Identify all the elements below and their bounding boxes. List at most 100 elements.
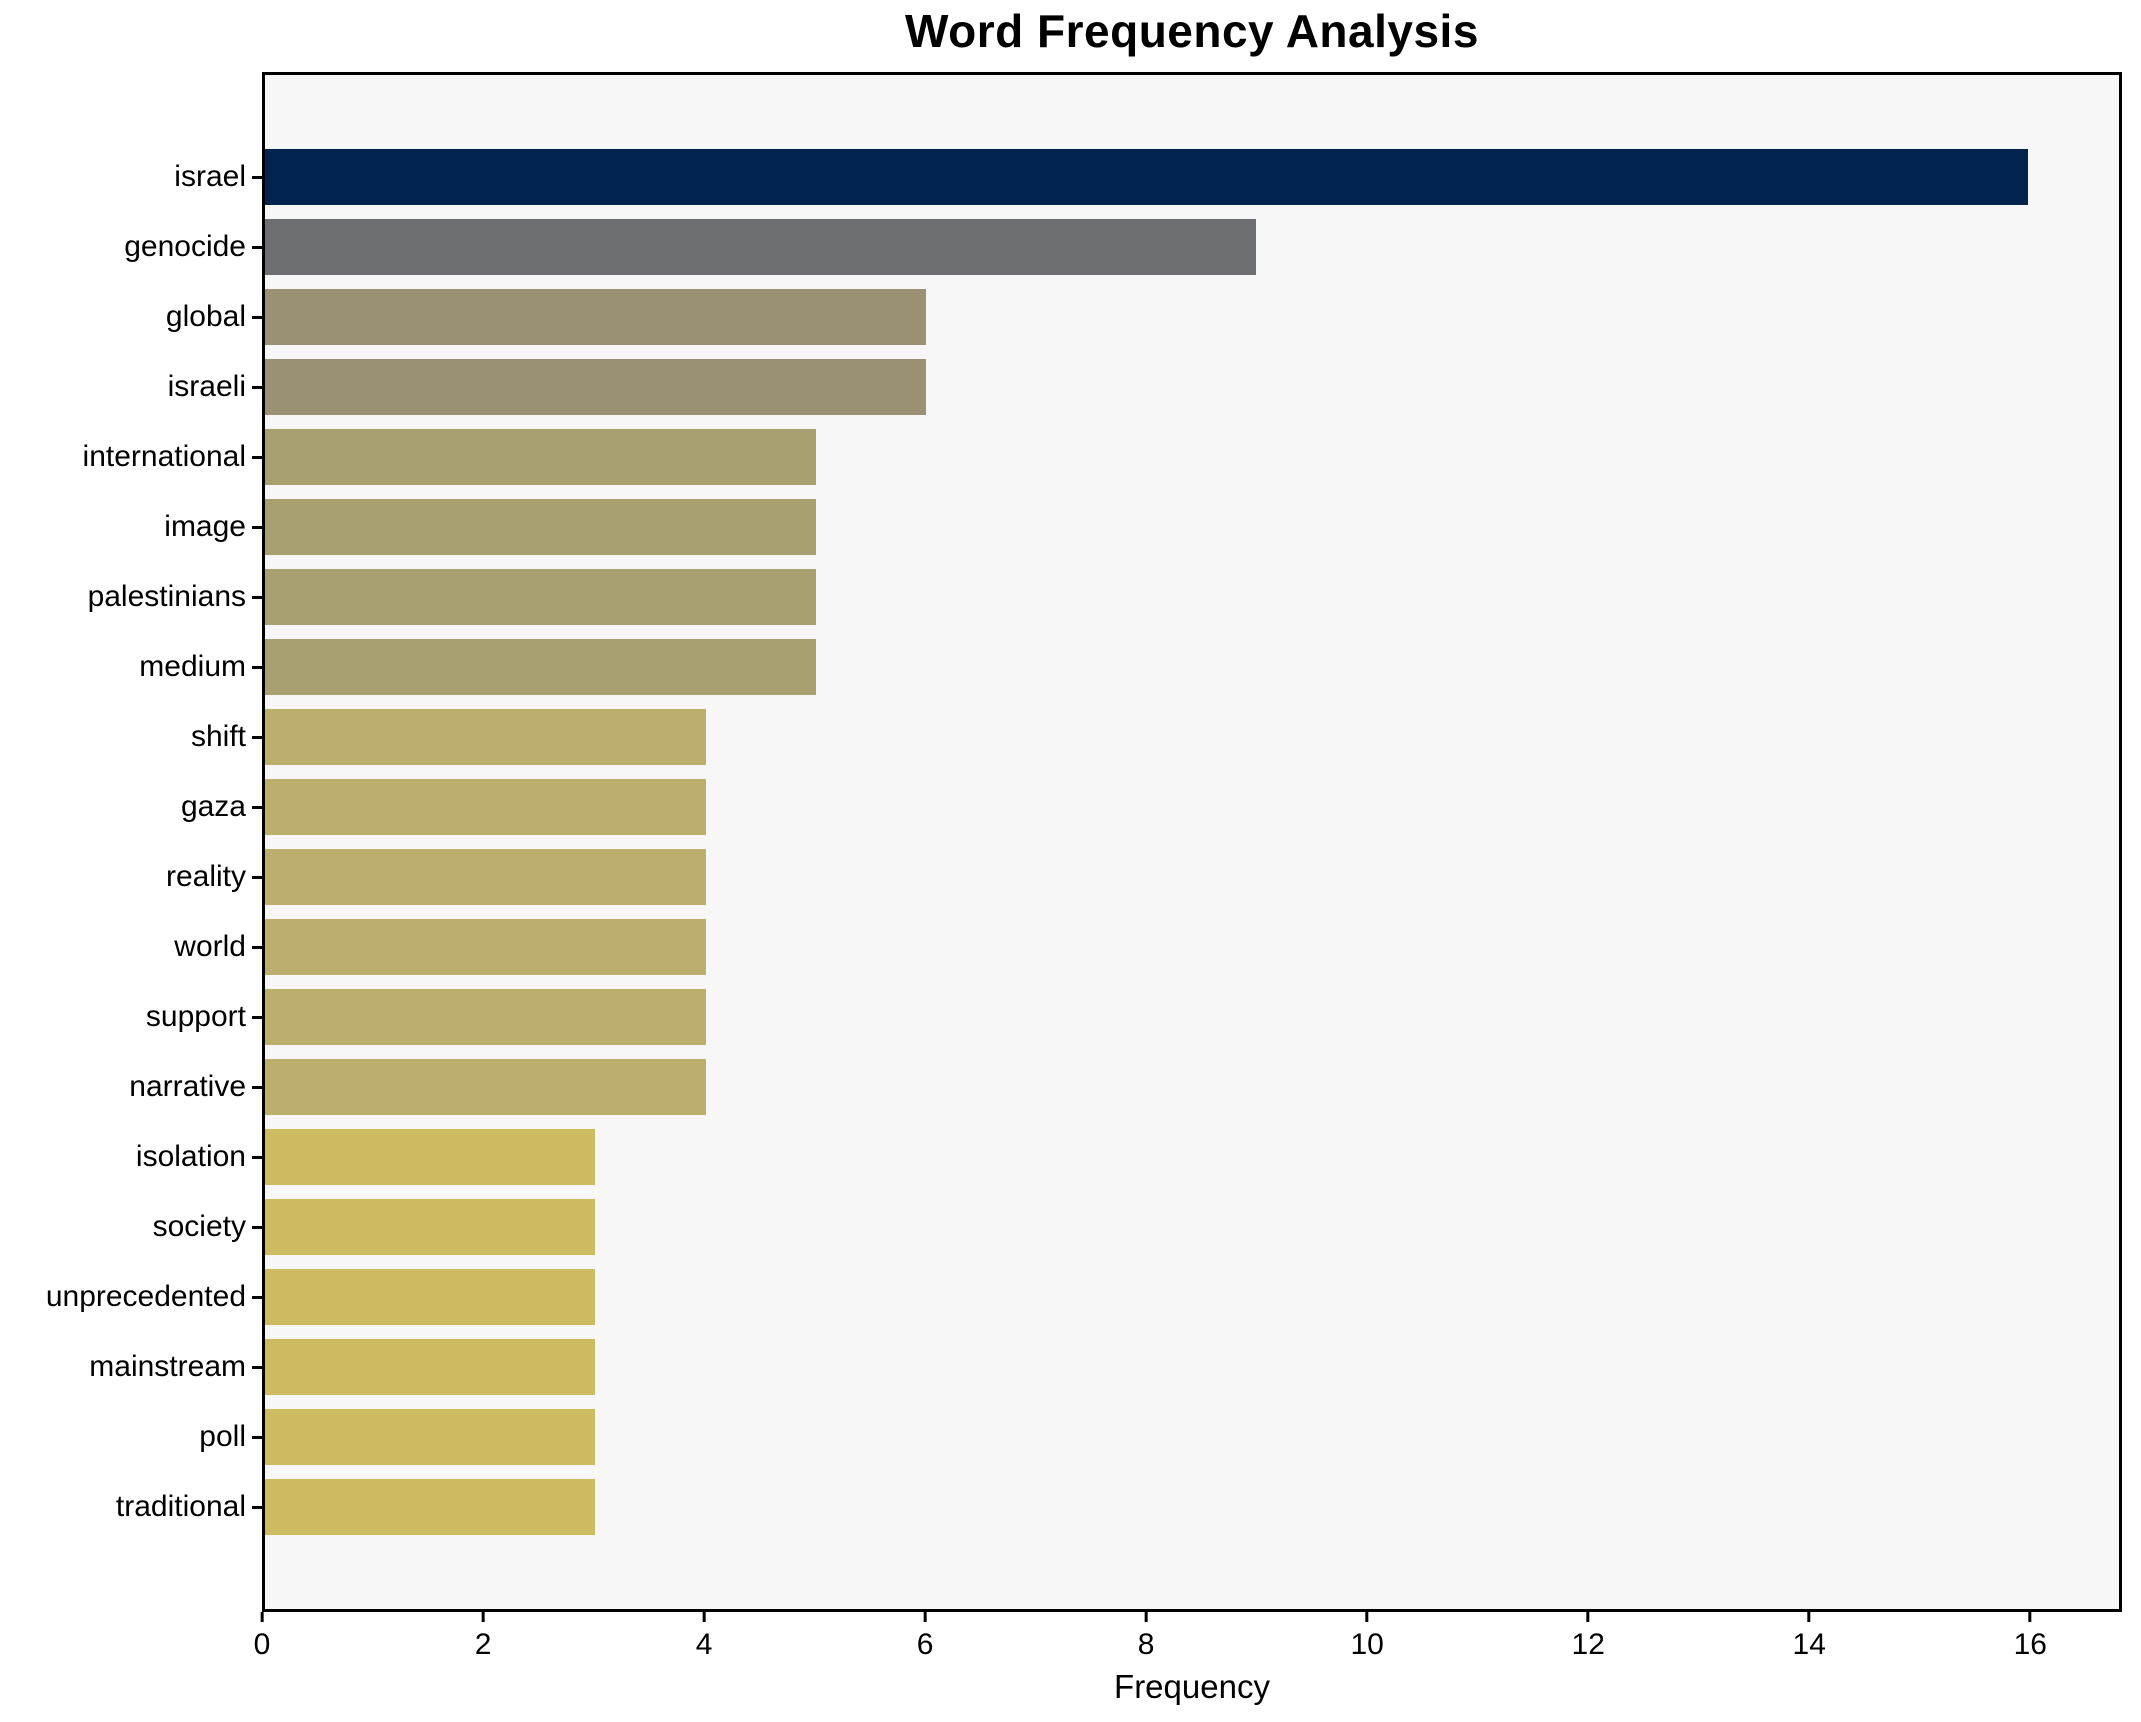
x-tick-label: 2 — [474, 1628, 492, 1661]
bar — [265, 779, 706, 835]
bar-row: international — [83, 422, 2119, 492]
y-tick-mark — [252, 525, 262, 529]
y-tick-label: mainstream — [89, 1350, 246, 1383]
bar-row: isolation — [136, 1122, 2119, 1192]
y-tick-mark — [252, 385, 262, 389]
x-tick-label: 16 — [2013, 1628, 2047, 1661]
y-tick-label: israeli — [167, 370, 246, 403]
bar — [265, 709, 706, 765]
y-tick-mark — [252, 245, 262, 249]
x-tick-mark — [923, 1612, 927, 1622]
x-tick: 10 — [1350, 1612, 1384, 1662]
y-tick-label: world — [174, 930, 246, 963]
x-tick-mark — [1365, 1612, 1369, 1622]
y-tick-mark — [252, 1435, 262, 1439]
bar — [265, 1199, 596, 1255]
bar — [265, 149, 2028, 205]
y-tick-mark — [252, 1505, 262, 1509]
x-tick: 16 — [2014, 1612, 2047, 1662]
y-tick-label: medium — [139, 650, 246, 683]
x-tick-label: 4 — [695, 1628, 713, 1661]
bar-rows: israel genocide global israeli international… — [46, 75, 2119, 1609]
y-tick-mark — [252, 1365, 262, 1369]
bar-row: genocide — [124, 212, 2119, 282]
bar-row: traditional — [116, 1472, 2119, 1542]
bar — [265, 1409, 596, 1465]
bar — [265, 219, 1257, 275]
bar-row: narrative — [129, 1052, 2119, 1122]
bar-row: shift — [191, 702, 2119, 772]
x-tick-mark — [1144, 1612, 1148, 1622]
y-tick-label: support — [145, 1000, 246, 1033]
bar — [265, 989, 706, 1045]
y-tick-mark — [252, 875, 262, 879]
y-tick-mark — [252, 1225, 262, 1229]
y-tick-label: genocide — [124, 230, 246, 263]
y-tick-label: unprecedented — [45, 1280, 246, 1313]
bar-row: global — [166, 282, 2119, 352]
bar — [265, 1129, 596, 1185]
x-tick: 2 — [474, 1612, 492, 1662]
bar — [265, 1269, 596, 1325]
plot-area: israel genocide global israeli international… — [46, 72, 2122, 1612]
bar-row: unprecedented — [46, 1262, 2119, 1332]
bar-row: image — [164, 492, 2119, 562]
y-tick-label: international — [82, 440, 246, 473]
y-tick-label: image — [164, 510, 246, 543]
bar-row: gaza — [181, 772, 2119, 842]
bar-row: world — [174, 912, 2119, 982]
bar — [265, 639, 816, 695]
y-tick-mark — [252, 805, 262, 809]
x-tick: 4 — [695, 1612, 713, 1662]
bar-row: society — [153, 1192, 2119, 1262]
y-tick-label: isolation — [135, 1140, 246, 1173]
x-tick-mark — [1807, 1612, 1811, 1622]
y-tick-label: gaza — [180, 790, 246, 823]
y-tick-label: traditional — [115, 1490, 246, 1523]
x-tick: 6 — [917, 1612, 933, 1662]
y-tick-mark — [252, 1085, 262, 1089]
x-axis-label: Frequency — [1114, 1668, 1270, 1705]
bar — [265, 849, 706, 905]
bar — [265, 1059, 706, 1115]
y-tick-mark — [252, 175, 262, 179]
bar — [265, 1479, 596, 1535]
y-tick-label: narrative — [129, 1070, 246, 1103]
x-tick: 8 — [1137, 1612, 1155, 1662]
y-tick-mark — [252, 595, 262, 599]
bar — [265, 1339, 596, 1395]
x-tick-mark — [2028, 1612, 2032, 1622]
bar — [265, 499, 816, 555]
y-tick-mark — [252, 735, 262, 739]
y-tick-label: shift — [190, 720, 246, 753]
bar — [265, 359, 926, 415]
y-tick-label: reality — [165, 860, 246, 893]
x-tick: 12 — [1572, 1612, 1605, 1662]
bar-row: support — [146, 982, 2119, 1052]
y-tick-label: palestinians — [87, 580, 246, 613]
x-tick-mark — [702, 1612, 706, 1622]
x-tick-label: 12 — [1571, 1628, 1605, 1661]
x-tick-label: 0 — [253, 1628, 271, 1661]
x-tick: 0 — [253, 1612, 271, 1662]
bar — [265, 569, 816, 625]
bar — [265, 919, 706, 975]
x-tick-mark — [481, 1612, 485, 1622]
x-tick-label: 14 — [1792, 1628, 1826, 1661]
y-tick-mark — [252, 665, 262, 669]
bar-row: medium — [139, 632, 2119, 702]
y-tick-label: poll — [199, 1420, 246, 1453]
bar-row: israel — [174, 142, 2119, 212]
y-tick-mark — [252, 455, 262, 459]
bar-row: palestinians — [88, 562, 2119, 632]
chart-title: Word Frequency Analysis — [905, 5, 1479, 57]
y-tick-mark — [252, 315, 262, 319]
bar-row: israeli — [168, 352, 2119, 422]
y-tick-mark — [252, 945, 262, 949]
x-tick-label: 10 — [1350, 1628, 1384, 1661]
x-tick-label: 8 — [1137, 1628, 1155, 1661]
y-tick-label: israel — [174, 160, 246, 193]
bar-row: reality — [166, 842, 2119, 912]
x-axis: 0 2 4 6 8 10 12 14 16 — [254, 1612, 2122, 1672]
